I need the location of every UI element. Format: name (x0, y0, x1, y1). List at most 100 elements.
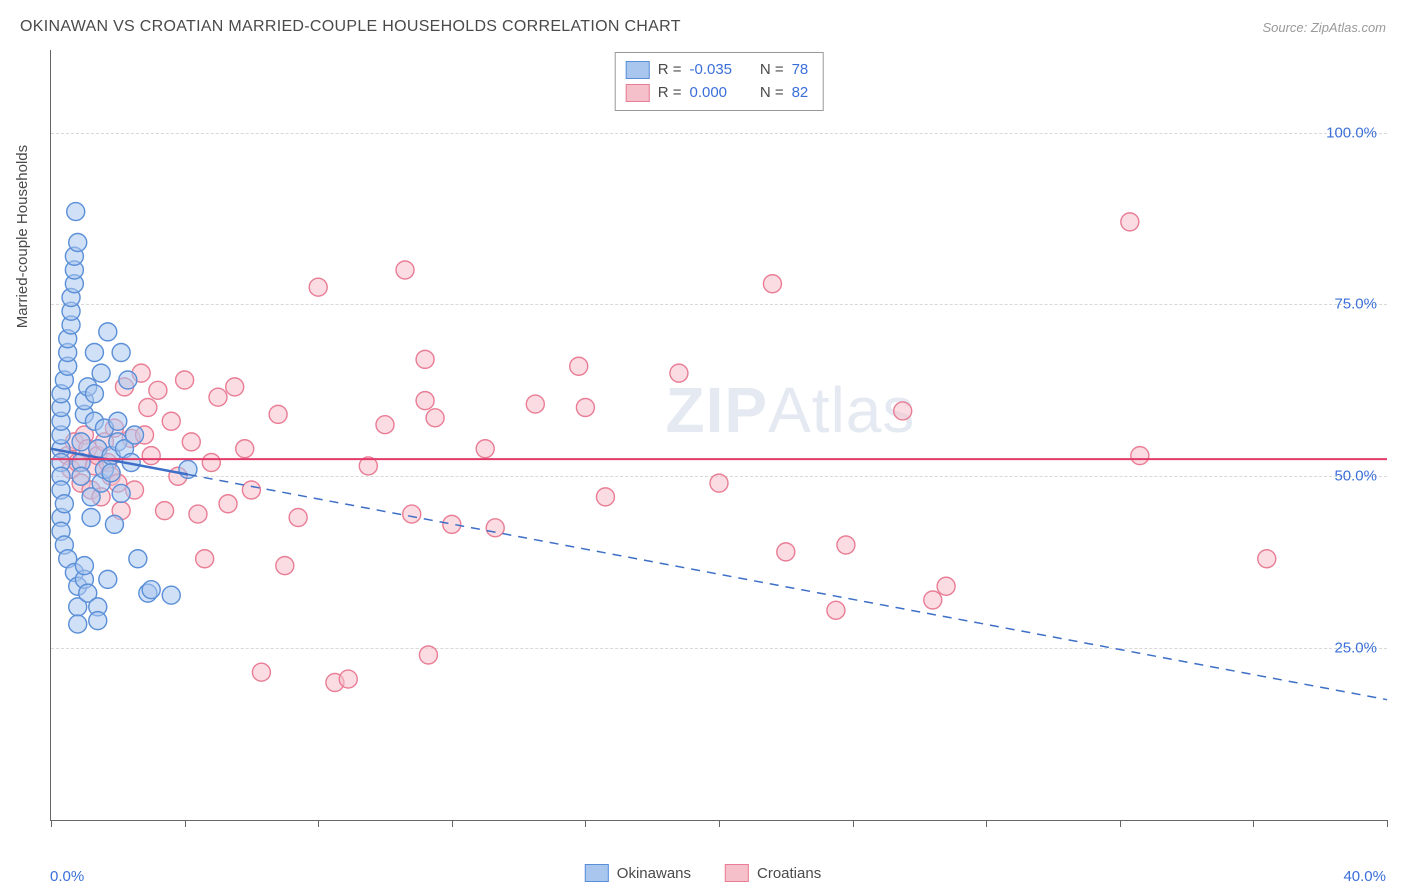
scatter-point (596, 488, 614, 506)
xtick (185, 820, 186, 827)
scatter-point (403, 505, 421, 523)
scatter-point (827, 601, 845, 619)
scatter-point (112, 344, 130, 362)
legend-n-value: 78 (792, 59, 809, 82)
legend-series-label: Okinawans (617, 865, 691, 882)
scatter-point (570, 357, 588, 375)
legend-r-label: R = (658, 59, 682, 82)
scatter-point (937, 577, 955, 595)
scatter-point (72, 467, 90, 485)
scatter-point (89, 612, 107, 630)
legend-top: R = -0.035 N = 78R = 0.000 N = 82 (615, 52, 824, 111)
scatter-point (142, 447, 160, 465)
scatter-point (189, 505, 207, 523)
scatter-point (102, 464, 120, 482)
legend-top-row: R = 0.000 N = 82 (626, 82, 809, 105)
chart-svg (51, 50, 1387, 820)
scatter-point (419, 646, 437, 664)
xtick (1253, 820, 1254, 827)
scatter-point (416, 392, 434, 410)
scatter-point (209, 388, 227, 406)
scatter-point (75, 557, 93, 575)
scatter-point (126, 426, 144, 444)
scatter-point (85, 344, 103, 362)
scatter-point (894, 402, 912, 420)
scatter-point (72, 433, 90, 451)
legend-swatch (626, 84, 650, 102)
scatter-point (196, 550, 214, 568)
scatter-point (269, 405, 287, 423)
scatter-point (226, 378, 244, 396)
scatter-point (99, 570, 117, 588)
scatter-point (309, 278, 327, 296)
scatter-point (1258, 550, 1276, 568)
scatter-point (219, 495, 237, 513)
xtick (452, 820, 453, 827)
scatter-point (576, 399, 594, 417)
scatter-point (443, 515, 461, 533)
scatter-point (82, 509, 100, 527)
xtick (585, 820, 586, 827)
xtick (1120, 820, 1121, 827)
scatter-point (69, 234, 87, 252)
scatter-point (85, 385, 103, 403)
scatter-point (486, 519, 504, 537)
scatter-point (149, 381, 167, 399)
scatter-point (476, 440, 494, 458)
legend-swatch (585, 864, 609, 882)
scatter-point (156, 502, 174, 520)
legend-bottom: Okinawans Croatians (585, 864, 821, 882)
scatter-point (119, 371, 137, 389)
scatter-point (242, 481, 260, 499)
legend-r-value: -0.035 (689, 59, 743, 82)
scatter-point (67, 203, 85, 221)
xtick (1387, 820, 1388, 827)
xtick (853, 820, 854, 827)
scatter-point (182, 433, 200, 451)
scatter-point (670, 364, 688, 382)
xtick (719, 820, 720, 827)
scatter-point (339, 670, 357, 688)
scatter-point (105, 515, 123, 533)
legend-top-row: R = -0.035 N = 78 (626, 59, 809, 82)
scatter-point (112, 484, 130, 502)
scatter-point (396, 261, 414, 279)
scatter-point (99, 323, 117, 341)
scatter-point (837, 536, 855, 554)
scatter-point (142, 581, 160, 599)
legend-swatch (725, 864, 749, 882)
scatter-point (777, 543, 795, 561)
xtick (986, 820, 987, 827)
scatter-point (92, 364, 110, 382)
scatter-point (236, 440, 254, 458)
legend-r-value: 0.000 (689, 82, 743, 105)
scatter-point (162, 412, 180, 430)
scatter-point (139, 399, 157, 417)
scatter-point (55, 495, 73, 513)
scatter-point (176, 371, 194, 389)
trend-line-dashed (188, 474, 1387, 699)
chart-title: OKINAWAN VS CROATIAN MARRIED-COUPLE HOUS… (20, 18, 681, 36)
xtick (51, 820, 52, 827)
x-min-label: 0.0% (50, 868, 84, 885)
y-axis-label: Married-couple Households (14, 145, 31, 328)
scatter-point (526, 395, 544, 413)
scatter-point (129, 550, 147, 568)
xtick (318, 820, 319, 827)
plot-area: 25.0%50.0%75.0%100.0% ZIPAtlas R = -0.03… (50, 50, 1387, 821)
scatter-point (109, 412, 127, 430)
scatter-point (1121, 213, 1139, 231)
scatter-point (426, 409, 444, 427)
legend-n-value: 82 (792, 82, 809, 105)
scatter-point (1131, 447, 1149, 465)
scatter-point (162, 586, 180, 604)
legend-bottom-item: Croatians (725, 864, 821, 882)
scatter-point (710, 474, 728, 492)
legend-series-label: Croatians (757, 865, 821, 882)
source-label: Source: ZipAtlas.com (1262, 20, 1386, 35)
legend-n-label: N = (751, 59, 783, 82)
scatter-point (924, 591, 942, 609)
x-max-label: 40.0% (1343, 868, 1386, 885)
scatter-point (376, 416, 394, 434)
scatter-point (69, 615, 87, 633)
